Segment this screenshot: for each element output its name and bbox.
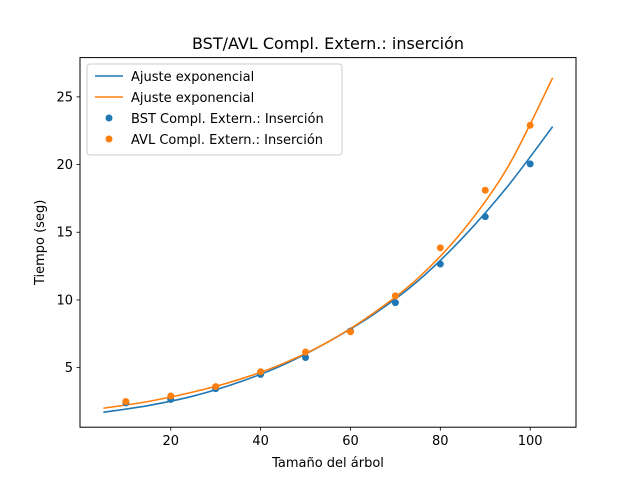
plot-area <box>103 77 554 414</box>
data-point-avl <box>302 348 310 356</box>
data-point-avl <box>526 121 534 129</box>
chart-title: BST/AVL Compl. Extern.: inserción <box>192 34 464 53</box>
legend-marker-bst <box>105 114 113 122</box>
x-tick-label: 80 <box>432 434 449 449</box>
data-point-avl <box>346 328 354 336</box>
data-point-avl <box>481 186 489 194</box>
x-tick-label: 20 <box>162 434 179 449</box>
x-tick-label: 40 <box>252 434 269 449</box>
legend-label-bst: BST Compl. Extern.: Inserción <box>131 112 324 127</box>
y-tick-label: 10 <box>56 293 73 308</box>
y-tick-label: 15 <box>56 226 73 241</box>
plot-frame <box>79 57 577 428</box>
data-point-bst <box>526 160 534 168</box>
y-tick-label: 5 <box>65 361 73 376</box>
legend-marker-avl <box>105 135 113 143</box>
data-point-avl <box>391 292 399 300</box>
y-axis-label: Tiempo (seg) <box>33 200 48 286</box>
data-point-bst <box>436 260 444 268</box>
legend-label-fit-avl: Ajuste exponencial <box>131 91 254 106</box>
data-point-bst <box>302 353 310 361</box>
data-point-bst <box>481 213 489 221</box>
data-point-avl <box>212 383 220 391</box>
legend-label-avl: AVL Compl. Extern.: Inserción <box>131 133 323 148</box>
data-point-bst <box>391 299 399 307</box>
data-point-avl <box>122 397 130 405</box>
legend: Ajuste exponencial Ajuste exponencial BS… <box>86 63 343 156</box>
y-tick-label: 20 <box>56 158 73 173</box>
y-tick-label: 25 <box>56 90 73 105</box>
fit-line-avl <box>103 77 554 410</box>
x-axis-label: Tamaño del árbol <box>271 456 384 471</box>
x-tick-label: 100 <box>518 434 543 449</box>
legend-label-fit-bst: Ajuste exponencial <box>131 70 254 85</box>
data-point-avl <box>167 392 175 400</box>
legend-box <box>86 63 343 156</box>
axis-ticks: 20 40 60 80 100 5 10 15 20 25 <box>56 90 542 449</box>
data-point-avl <box>257 368 265 376</box>
data-point-avl <box>436 244 444 252</box>
x-tick-label: 60 <box>342 434 359 449</box>
